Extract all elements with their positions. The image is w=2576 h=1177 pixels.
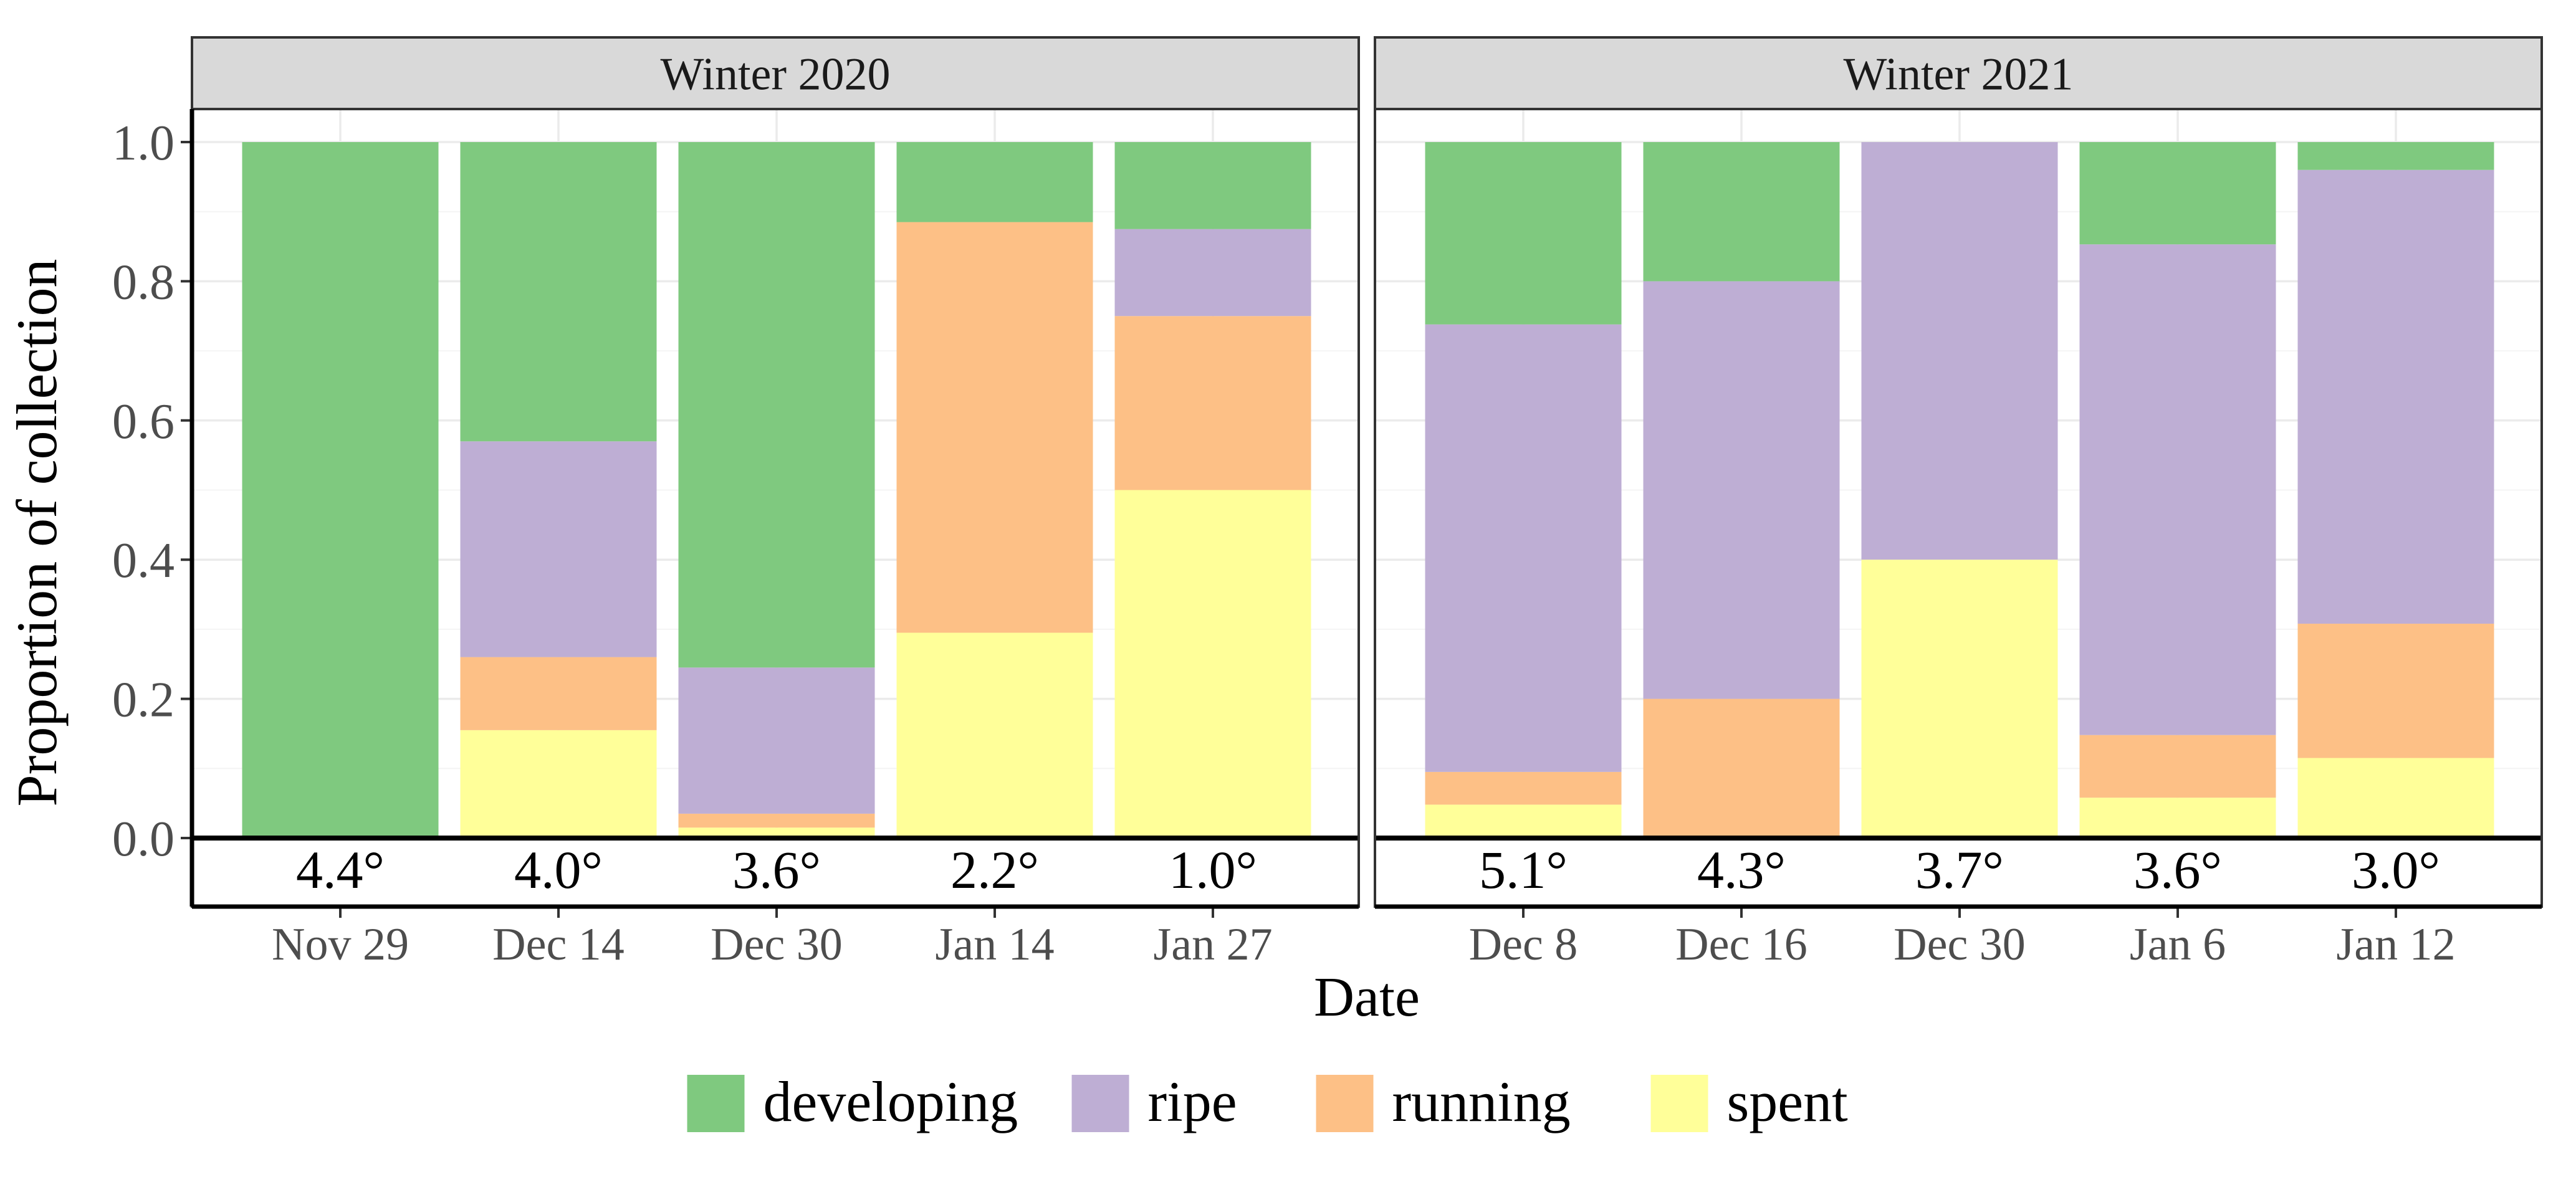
bar-segment-spent [460, 730, 657, 838]
bar-segment-spent [2079, 798, 2276, 838]
bar-segment-developing [1425, 142, 1622, 325]
x-tick-label: Nov 29 [272, 919, 409, 970]
temperature-label: 3.6° [732, 840, 821, 900]
temperature-label: 4.0° [514, 840, 603, 900]
temperature-label: 1.0° [1169, 840, 1257, 900]
x-tick-label: Jan 14 [935, 919, 1054, 970]
bar-segment-ripe [460, 441, 657, 657]
y-tick-label: 1.0 [112, 116, 175, 171]
x-tick-label: Jan 27 [1153, 919, 1272, 970]
x-tick-label: Dec 14 [492, 919, 625, 970]
bar-segment-running [1643, 698, 1840, 838]
bar-segment-ripe [1114, 229, 1311, 317]
temperature-label: 5.1° [1479, 840, 1568, 900]
legend-label-running: running [1392, 1070, 1571, 1133]
temperature-label: 3.6° [2133, 840, 2222, 900]
y-axis-title: Proportion of collection [5, 259, 69, 807]
x-tick-label: Dec 8 [1469, 919, 1578, 970]
legend-label-spent: spent [1727, 1070, 1849, 1133]
bar-segment-running [460, 657, 657, 730]
temperature-label: 4.4° [296, 840, 385, 900]
x-tick-label: Dec 30 [1894, 919, 2026, 970]
facet-title: Winter 2020 [661, 49, 891, 100]
bar-segment-spent [1861, 560, 2058, 838]
bar-segment-developing [678, 142, 875, 668]
y-tick-label: 0.8 [112, 255, 175, 310]
bar-segment-ripe [678, 667, 875, 814]
bar-segment-ripe [1861, 142, 2058, 560]
bar-segment-developing [896, 142, 1093, 222]
bar-segment-ripe [1425, 324, 1622, 772]
x-tick-label: Dec 30 [711, 919, 843, 970]
legend-swatch-running [1316, 1075, 1374, 1132]
temperature-label: 3.7° [1915, 840, 2004, 900]
bar-segment-running [1425, 771, 1622, 805]
bar-segment-ripe [2297, 169, 2494, 624]
temperature-label: 2.2° [950, 840, 1039, 900]
bar-segment-ripe [2079, 244, 2276, 735]
y-tick-label: 0.2 [112, 673, 175, 728]
bar-segment-developing [1114, 142, 1311, 229]
temperature-label: 3.0° [2352, 840, 2440, 900]
legend-label-ripe: ripe [1148, 1070, 1237, 1133]
bar-segment-spent [678, 827, 875, 838]
x-axis-title: Date [1314, 966, 1420, 1028]
legend-swatch-ripe [1071, 1075, 1129, 1132]
bar-segment-running [678, 813, 875, 828]
bar-segment-ripe [1643, 281, 1840, 699]
x-tick-label: Jan 12 [2336, 919, 2455, 970]
bar-segment-running [2079, 735, 2276, 798]
x-tick-label: Dec 16 [1675, 919, 1808, 970]
facet-strip [1374, 36, 2543, 110]
panel-2: Winter 2021 5.1° Dec 8 4.3° Dec 16 3.7° Dec 30… [1374, 36, 2543, 970]
y-tick-label: 0.0 [112, 812, 175, 867]
bar-segment-developing [460, 142, 657, 442]
bar-segment-spent [1114, 490, 1311, 838]
bar-segment-spent [896, 632, 1093, 838]
bar-segment-developing [2297, 142, 2494, 170]
panel-1: Winter 2020 4.4° Nov 29 4.0° Dec 14 3.6° Dec 3… [189, 36, 1360, 970]
bar-segment-running [896, 222, 1093, 633]
bar-segment-developing [2079, 142, 2276, 245]
legend-swatch-developing [687, 1075, 745, 1132]
y-tick-label: 0.4 [112, 533, 175, 588]
legend: developing ripe running spent [687, 1070, 1849, 1133]
bar-segment-running [2297, 623, 2494, 758]
y-tick-label: 0.6 [112, 394, 175, 449]
legend-label-developing: developing [764, 1070, 1018, 1133]
facet-strip [191, 36, 1360, 110]
bar-segment-spent [1425, 804, 1622, 838]
bar-segment-developing [1643, 142, 1840, 282]
legend-swatch-spent [1650, 1075, 1708, 1132]
bar-segment-running [1114, 316, 1311, 490]
bar-segment-spent [2297, 758, 2494, 838]
temperature-label: 4.3° [1697, 840, 1786, 900]
bar-segment-developing [242, 142, 439, 838]
x-tick-label: Jan 6 [2130, 919, 2226, 970]
facet-title: Winter 2021 [1844, 49, 2074, 100]
